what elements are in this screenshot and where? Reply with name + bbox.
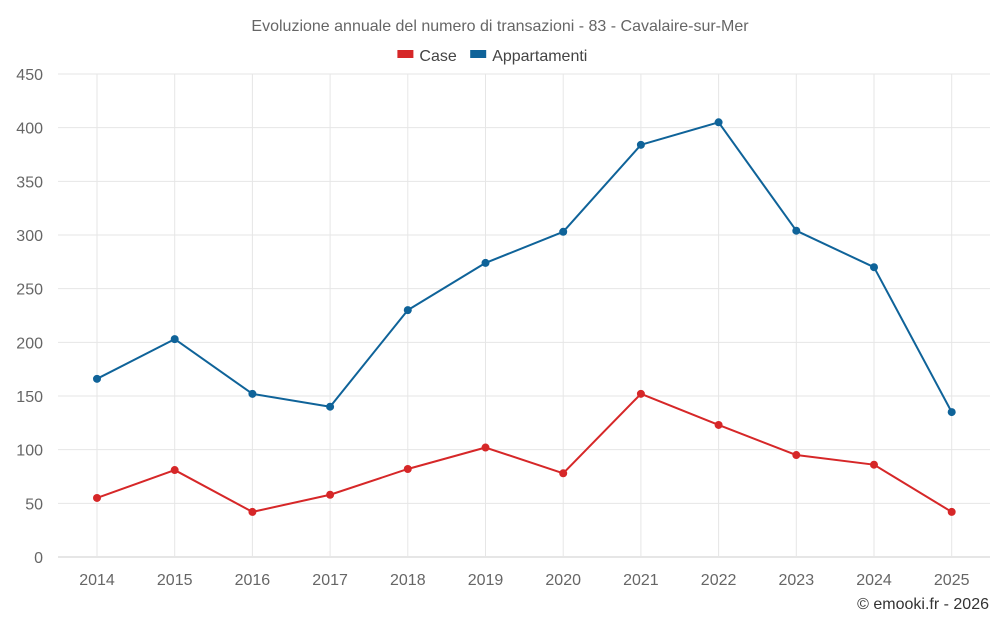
data-point-0-10[interactable] — [870, 460, 878, 469]
y-tick-label-8: 400 — [16, 121, 43, 138]
x-tick-label-2: 2016 — [235, 572, 271, 589]
data-point-0-7[interactable] — [636, 389, 645, 398]
data-point-0-0[interactable] — [93, 493, 101, 502]
legend-label-1: Appartamenti — [492, 48, 587, 65]
data-point-1-6[interactable] — [559, 227, 568, 236]
y-tick-label-3: 150 — [16, 389, 43, 406]
legend-item-0[interactable]: Case — [397, 48, 457, 65]
x-tick-label-9: 2023 — [779, 572, 815, 589]
data-point-1-5[interactable] — [481, 258, 490, 267]
y-tick-label-1: 50 — [25, 496, 43, 513]
data-point-1-0[interactable] — [93, 374, 101, 383]
x-tick-label-6: 2020 — [545, 572, 581, 589]
y-tick-label-7: 350 — [16, 174, 43, 191]
grid-lines — [58, 73, 990, 558]
data-point-1-10[interactable] — [870, 263, 878, 272]
data-point-1-9[interactable] — [792, 226, 801, 235]
series-case — [93, 389, 956, 516]
x-tick-label-7: 2021 — [623, 572, 659, 589]
y-tick-label-5: 250 — [16, 282, 43, 299]
chart-title: Evoluzione annuale del numero di transaz… — [251, 18, 749, 35]
y-axis-ticks: 0 50 100 150 200 250 300 350 400 450 — [16, 67, 43, 567]
data-point-0-5[interactable] — [481, 443, 490, 452]
x-tick-label-5: 2019 — [468, 572, 504, 589]
data-point-0-4[interactable] — [403, 464, 412, 473]
data-point-0-8[interactable] — [714, 420, 723, 429]
x-tick-label-1: 2015 — [157, 572, 193, 589]
y-tick-label-0: 0 — [34, 550, 43, 567]
series-line-1 — [96, 121, 953, 413]
legend-item-1[interactable]: Appartamenti — [470, 48, 587, 65]
legend-label-0: Case — [419, 48, 456, 65]
data-point-0-6[interactable] — [559, 469, 568, 478]
y-tick-label-2: 100 — [16, 443, 43, 460]
x-tick-label-10: 2024 — [856, 572, 892, 589]
credit-text: © emooki.fr - 2026 — [857, 596, 989, 613]
data-point-1-3[interactable] — [326, 402, 335, 411]
data-point-1-1[interactable] — [170, 335, 179, 344]
y-tick-label-9: 450 — [16, 67, 43, 84]
legend: Case Appartamenti — [397, 48, 587, 65]
series-appartamenti — [93, 118, 956, 417]
x-axis-ticks: 2014 2015 2016 2017 2018 2019 2020 2021 2022 2023… — [79, 572, 969, 589]
data-point-1-2[interactable] — [248, 389, 257, 398]
x-tick-label-3: 2017 — [312, 572, 348, 589]
data-point-1-4[interactable] — [403, 306, 412, 315]
data-point-0-1[interactable] — [170, 466, 179, 475]
data-point-1-7[interactable] — [636, 140, 645, 149]
x-tick-label-11: 2025 — [934, 572, 970, 589]
series-line-0 — [96, 392, 953, 513]
y-tick-label-6: 300 — [16, 228, 43, 245]
data-point-0-2[interactable] — [248, 507, 257, 516]
data-point-0-3[interactable] — [326, 490, 335, 499]
y-tick-label-4: 200 — [16, 335, 43, 352]
data-point-1-11[interactable] — [947, 408, 956, 417]
legend-swatch-0 — [397, 50, 414, 58]
data-point-0-9[interactable] — [792, 451, 801, 460]
x-tick-label-0: 2014 — [79, 572, 115, 589]
x-tick-label-8: 2022 — [701, 572, 737, 589]
data-point-1-8[interactable] — [714, 118, 723, 127]
series-layer — [93, 118, 956, 516]
legend-swatch-1 — [470, 50, 487, 58]
x-tick-label-4: 2018 — [390, 572, 426, 589]
data-point-0-11[interactable] — [947, 507, 956, 516]
